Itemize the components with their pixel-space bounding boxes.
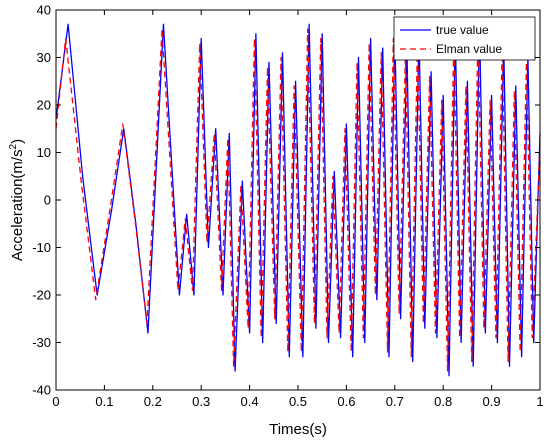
x-axis-label: Times(s)	[269, 421, 327, 438]
x-tick-label: 0.8	[434, 394, 452, 409]
y-tick-label: -40	[32, 383, 51, 398]
series-line-true-value	[55, 23, 541, 377]
legend-box	[393, 16, 536, 61]
x-tick-label: 0.3	[192, 394, 210, 409]
x-tick-label: 0.7	[386, 394, 404, 409]
y-tick-label: -20	[32, 288, 51, 303]
y-axis-label-main: Acceleration(m/s	[9, 149, 26, 261]
y-axis-label: Acceleration(m/s2)	[8, 139, 26, 261]
x-tick-label: 0.1	[95, 394, 113, 409]
y-tick-label: 20	[37, 98, 51, 113]
x-tick-label: 0.5	[289, 394, 307, 409]
x-tick-label: 0	[52, 394, 59, 409]
y-tick-label: 40	[37, 3, 51, 18]
legend-label-elman-value: Elman value	[436, 42, 502, 56]
x-tick-label: 0.9	[483, 394, 501, 409]
y-tick-label: 0	[44, 193, 51, 208]
y-tick-label: 30	[37, 50, 51, 65]
y-tick-label: 10	[37, 145, 51, 160]
legend: true value Elman value	[393, 16, 536, 61]
series-line-elman-value	[55, 28, 541, 372]
legend-label-true-value: true value	[436, 23, 489, 37]
y-axis-label-close: )	[9, 139, 26, 144]
series-layer	[55, 23, 541, 377]
ticks-layer: 0 0.1 0.2 0.3 0.4 0.5 0.6 0.7 0.8 0.9 1 -40 -30 -20 -1…	[32, 3, 543, 410]
x-tick-label: 0.4	[241, 394, 259, 409]
y-tick-label: -10	[32, 240, 51, 255]
x-tick-label: 0.6	[337, 394, 355, 409]
y-tick-label: -30	[32, 335, 51, 350]
x-tick-label: 0.2	[144, 394, 162, 409]
plot-background	[56, 10, 540, 390]
y-axis-label-superscript: 2	[8, 143, 19, 149]
x-tick-label: 1	[536, 394, 543, 409]
